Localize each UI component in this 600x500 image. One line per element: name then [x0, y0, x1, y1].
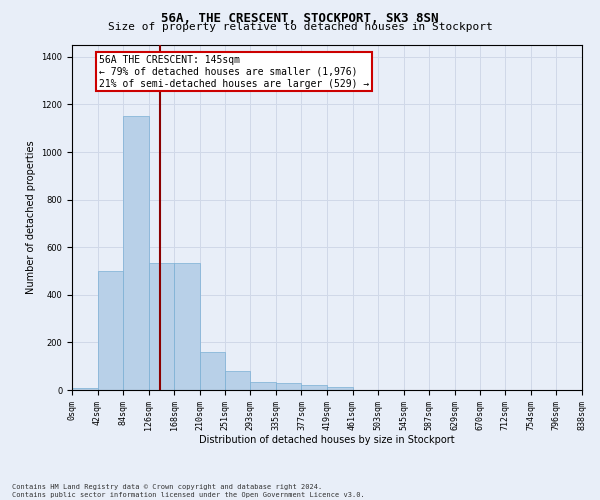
Bar [301, 385, 327, 390]
Bar [149, 262, 174, 390]
Text: Size of property relative to detached houses in Stockport: Size of property relative to detached ho… [107, 22, 493, 32]
Bar [72, 388, 98, 390]
Y-axis label: Number of detached properties: Number of detached properties [26, 140, 36, 294]
Bar [276, 384, 301, 390]
X-axis label: Distribution of detached houses by size in Stockport: Distribution of detached houses by size … [199, 436, 455, 446]
Text: Contains HM Land Registry data © Crown copyright and database right 2024.
Contai: Contains HM Land Registry data © Crown c… [12, 484, 365, 498]
Bar [225, 371, 250, 390]
Bar [250, 382, 276, 390]
Text: 56A, THE CRESCENT, STOCKPORT, SK3 8SN: 56A, THE CRESCENT, STOCKPORT, SK3 8SN [161, 12, 439, 26]
Bar [327, 386, 353, 390]
Text: 56A THE CRESCENT: 145sqm
← 79% of detached houses are smaller (1,976)
21% of sem: 56A THE CRESCENT: 145sqm ← 79% of detach… [99, 56, 369, 88]
Bar [123, 116, 149, 390]
Bar [98, 271, 123, 390]
Bar [174, 262, 200, 390]
Bar [200, 352, 225, 390]
